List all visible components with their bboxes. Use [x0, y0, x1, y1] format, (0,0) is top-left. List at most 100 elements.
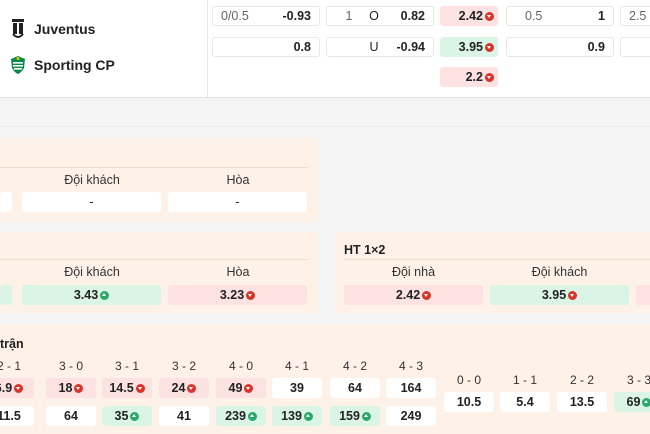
draw-odds-cell[interactable]: [636, 285, 650, 305]
score-odds-cell[interactable]: 239: [216, 406, 266, 426]
sporting-logo-icon: [10, 54, 26, 76]
col-away-label: Đội khách: [531, 265, 588, 279]
1x2-draw-cell[interactable]: 2.2: [440, 67, 498, 87]
home-odds-cell[interactable]: [0, 285, 12, 305]
handicap-away-odds: 0.8: [293, 40, 311, 54]
score-label: 4 - 0: [228, 359, 253, 373]
score-odds-cell[interactable]: 14.5: [102, 378, 152, 398]
home-odds-cell[interactable]: [0, 192, 12, 212]
score-odds-cell[interactable]: 249: [386, 406, 436, 426]
score-label: 4 - 2: [342, 359, 367, 373]
score-odds-cell[interactable]: 164: [386, 378, 436, 398]
score-odds: 69: [626, 395, 641, 409]
draw-odds-cell[interactable]: 3.23: [168, 285, 307, 305]
arrow-up-icon: [642, 397, 650, 407]
score-label: 4 - 3: [398, 359, 423, 373]
score-label: 2 - 2: [569, 373, 594, 387]
arrow-down-icon: [485, 42, 494, 52]
h1-over-cell[interactable]: 2.5: [620, 6, 650, 26]
h1-handicap-home-cell[interactable]: 0.5 1: [506, 6, 614, 26]
score-odds-cell[interactable]: 11.5: [0, 406, 34, 426]
arrow-down-icon: [135, 383, 145, 393]
over-odds: 0.82: [400, 9, 425, 23]
score-label: 4 - 1: [284, 359, 309, 373]
score-label: 3 - 0: [58, 359, 83, 373]
col-away-label: Đội khách: [64, 265, 120, 279]
col-away-label: Đội khách: [64, 173, 120, 187]
h1-handicap-away-cell[interactable]: 0.9: [506, 37, 614, 57]
away-team-name: Sporting CP: [34, 57, 115, 73]
score-odds: 35: [114, 409, 129, 423]
score-odds-cell[interactable]: 24: [159, 378, 209, 398]
over-label: O: [369, 9, 379, 23]
arrow-down-icon: [14, 383, 24, 393]
col-draw-label: Hòa: [226, 173, 250, 187]
score-label: 1 - 1: [512, 373, 537, 387]
score-odds-cell[interactable]: 5.4: [500, 392, 550, 412]
score-label: 3 - 3: [626, 373, 650, 387]
score-odds: 249: [400, 409, 422, 423]
score-odds-cell[interactable]: 6.9: [0, 378, 34, 398]
h1-handicap-away-odds: 0.9: [587, 40, 605, 54]
panel-title: trận: [0, 337, 24, 351]
score-odds-cell[interactable]: 13.5: [557, 392, 607, 412]
arrow-up-icon: [361, 411, 371, 421]
1x2-away-cell[interactable]: 3.95: [440, 37, 498, 57]
handicap-home-odds: -0.93: [282, 9, 312, 23]
draw-odds-cell[interactable]: -: [168, 192, 307, 212]
score-odds-cell[interactable]: 41: [159, 406, 209, 426]
panel-title: HT 1×2: [344, 243, 386, 257]
under-cell[interactable]: U -0.94: [326, 37, 434, 57]
1x2-away-odds: 3.95: [458, 40, 483, 54]
panel-divider: [344, 259, 650, 260]
away-odds-cell[interactable]: 3.43: [22, 285, 161, 305]
arrow-down-icon: [422, 290, 432, 300]
juventus-logo-icon: [10, 18, 26, 40]
away-odds: 3.95: [541, 288, 567, 302]
home-team[interactable]: Juventus: [10, 18, 95, 40]
away-odds-cell[interactable]: -: [22, 192, 161, 212]
home-team-name: Juventus: [34, 21, 96, 37]
score-odds-cell[interactable]: 18: [46, 378, 96, 398]
score-odds-cell[interactable]: 10.5: [444, 392, 494, 412]
score-label: 3 - 1: [114, 359, 139, 373]
score-odds: 13.5: [569, 395, 595, 409]
score-odds: 14.5: [109, 381, 134, 395]
h1-handicap-line: 0.5: [525, 9, 543, 23]
home-odds-cell[interactable]: 2.42: [344, 285, 483, 305]
score-odds: 49: [228, 381, 243, 395]
away-odds-cell[interactable]: 3.95: [490, 285, 629, 305]
score-odds-cell[interactable]: 39: [272, 378, 322, 398]
score-odds: 239: [225, 409, 246, 423]
panel-divider: [0, 259, 308, 260]
over-cell[interactable]: 1 O 0.82: [326, 6, 434, 26]
score-odds: 6.9: [0, 381, 13, 395]
score-label: 2 - 1: [0, 359, 21, 373]
home-odds: 2.42: [395, 288, 421, 302]
score-odds-cell[interactable]: 64: [330, 378, 380, 398]
score-label: 3 - 2: [171, 359, 196, 373]
teams-column: Juventus Sporting CP: [0, 0, 208, 98]
score-odds: 11.5: [0, 409, 21, 423]
score-odds-cell[interactable]: 159: [330, 406, 380, 426]
score-odds-cell[interactable]: 139: [272, 406, 322, 426]
arrow-down-icon: [187, 383, 197, 393]
score-odds: 64: [64, 409, 78, 423]
section-divider: [0, 126, 650, 127]
1x2-home-cell[interactable]: 2.42: [440, 6, 498, 26]
under-odds: -0.94: [396, 40, 426, 54]
score-odds-cell[interactable]: 49: [216, 378, 266, 398]
score-odds: 24: [171, 381, 186, 395]
handicap-away-cell[interactable]: 0.8: [212, 37, 320, 57]
h1-under-cell[interactable]: [620, 37, 650, 57]
score-label: 0 - 0: [456, 373, 481, 387]
odds-header: Juventus Sporting CP 0/0.5 -0.93 0.8 1 O…: [0, 0, 650, 98]
away-team[interactable]: Sporting CP: [10, 54, 115, 76]
score-odds: 64: [348, 381, 362, 395]
score-odds: 39: [290, 381, 304, 395]
score-odds-cell[interactable]: 64: [46, 406, 96, 426]
score-odds-cell[interactable]: 35: [102, 406, 152, 426]
handicap-home-cell[interactable]: 0/0.5 -0.93: [212, 6, 320, 26]
score-odds-cell[interactable]: 69: [614, 392, 650, 412]
score-odds: 41: [177, 409, 191, 423]
